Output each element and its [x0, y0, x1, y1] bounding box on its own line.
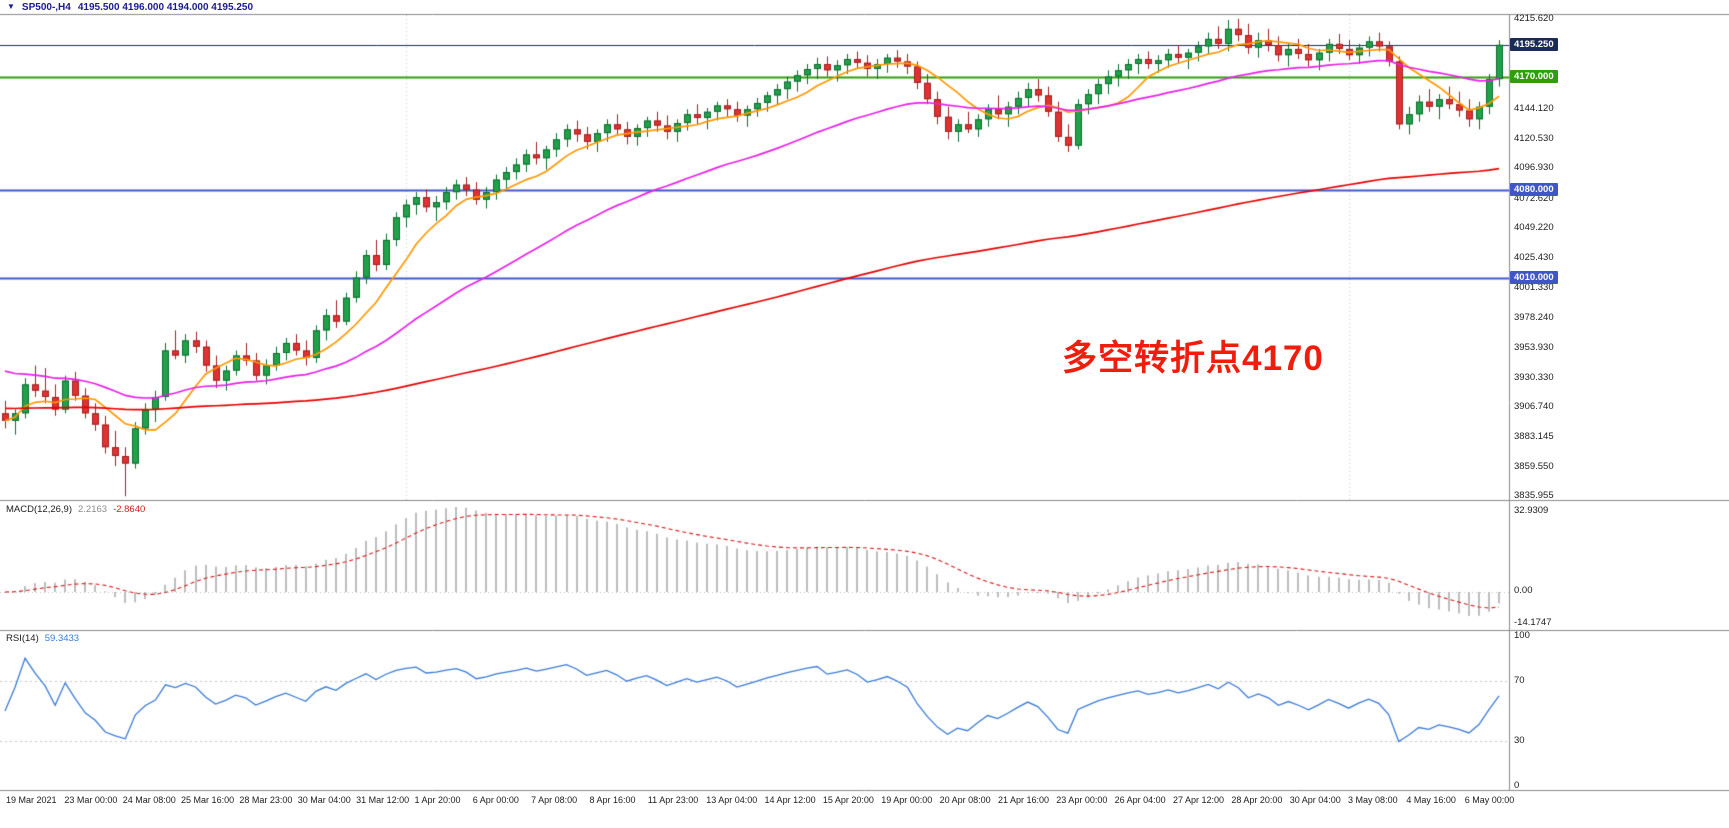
macd-name-label: MACD(12,26,9): [6, 504, 72, 515]
price-tick-label: 4025.430: [1514, 252, 1554, 264]
chart-menu-icon[interactable]: ▼: [7, 2, 15, 11]
time-axis-label: 24 Mar 08:00: [122, 795, 176, 805]
time-axis-label: 14 Apr 12:00: [764, 795, 816, 805]
time-axis-label: 6 Apr 00:00: [472, 795, 519, 805]
price-tick-label: 3953.930: [1514, 342, 1554, 354]
time-axis-label: 6 May 00:00: [1464, 795, 1515, 805]
time-axis-label: 19 Mar 2021: [6, 795, 57, 805]
price-tick-label: 4001.330: [1514, 282, 1554, 294]
price-tick-label: 4096.930: [1514, 162, 1554, 174]
time-axis-label: 23 Apr 00:00: [1056, 795, 1108, 805]
price-tick-label: 4072.620: [1514, 192, 1554, 204]
time-axis-label: 23 Mar 00:00: [64, 795, 118, 805]
time-axis-label: 31 Mar 12:00: [356, 795, 410, 805]
time-axis-label: 1 Apr 20:00: [414, 795, 461, 805]
time-axis-label: 19 Apr 00:00: [881, 795, 933, 805]
price-tick-label: 3930.330: [1514, 371, 1554, 383]
time-axis-label: 27 Apr 12:00: [1173, 795, 1225, 805]
rsi-tick-label: 30: [1514, 735, 1525, 746]
price-tick-label: 3978.240: [1514, 311, 1554, 323]
time-axis-label: 21 Apr 16:00: [997, 795, 1049, 805]
macd-tick-label: 32.9309: [1514, 505, 1549, 516]
price-badge: 4170.000: [1510, 69, 1558, 83]
macd-tick-label: 0.00: [1514, 585, 1533, 596]
price-tick-label: 3883.145: [1514, 430, 1554, 442]
time-axis-label: 4 May 16:00: [1406, 795, 1456, 805]
price-tick-label: 3859.550: [1514, 460, 1554, 472]
price-badge: 4195.250: [1510, 37, 1558, 51]
rsi-tick-label: 0: [1514, 780, 1520, 791]
time-axis-label: 8 Apr 16:00: [589, 795, 636, 805]
rsi-indicator-label: RSI(14) 59.3433: [6, 633, 79, 644]
rsi-tick-label: 70: [1514, 675, 1525, 686]
time-axis-label: 13 Apr 04:00: [706, 795, 758, 805]
price-tick-label: 3906.740: [1514, 401, 1554, 413]
rsi-value: 59.3433: [44, 633, 80, 644]
time-axis-label: 26 Apr 04:00: [1114, 795, 1166, 805]
price-tick-label: 4215.620: [1514, 13, 1554, 25]
time-axis-label: 11 Apr 23:00: [647, 795, 699, 805]
time-axis-label: 28 Mar 23:00: [239, 795, 293, 805]
price-tick-label: 3835.955: [1514, 490, 1554, 502]
annotation-pivot-note: 多空转折点4170: [1062, 339, 1324, 378]
macd-signal-value: -2.8640: [113, 504, 146, 515]
price-tick-label: 4120.530: [1514, 132, 1554, 144]
macd-main-value: 2.2163: [78, 504, 108, 515]
symbol-timeframe-label: SP500-,H4: [21, 1, 71, 13]
price-tick-label: 4049.220: [1514, 222, 1554, 234]
time-axis-label: 25 Mar 16:00: [181, 795, 235, 805]
time-axis-label: 7 Apr 08:00: [531, 795, 578, 805]
time-axis-label: 30 Mar 04:00: [297, 795, 351, 805]
ohlc-quote-label: 4195.500 4196.000 4194.000 4195.250: [77, 1, 254, 13]
time-axis-label: 3 May 08:00: [1348, 795, 1398, 805]
time-axis-label: 20 Apr 08:00: [939, 795, 991, 805]
rsi-tick-label: 100: [1514, 630, 1530, 641]
chart-header: ▼ SP500-,H4 4195.500 4196.000 4194.000 4…: [7, 1, 253, 13]
price-badge: 4010.000: [1510, 270, 1558, 284]
time-axis-label: 15 Apr 20:00: [822, 795, 874, 805]
price-badge: 4080.000: [1510, 182, 1558, 196]
time-axis-label: 28 Apr 20:00: [1231, 795, 1283, 805]
macd-indicator-label: MACD(12,26,9) 2.2163 -2.8640: [6, 504, 145, 515]
time-axis-label: 30 Apr 04:00: [1289, 795, 1341, 805]
rsi-name-label: RSI(14): [6, 633, 39, 644]
price-tick-label: 4144.120: [1514, 103, 1554, 115]
macd-tick-label: -14.1747: [1514, 617, 1552, 628]
